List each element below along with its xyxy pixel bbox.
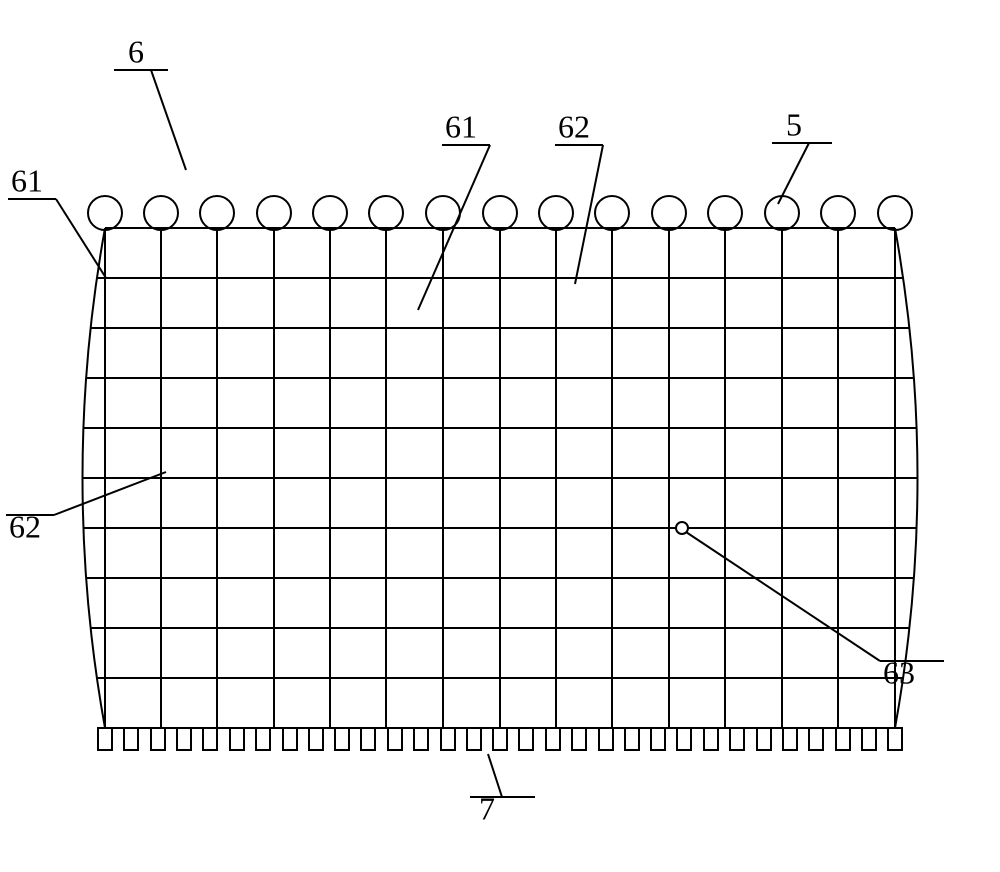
svg-text:61: 61: [11, 162, 43, 198]
svg-text:5: 5: [786, 106, 802, 142]
engineering-diagram: 6 61 61 62 62 5 63 7: [0, 0, 1000, 872]
svg-text:62: 62: [558, 108, 590, 144]
svg-text:63: 63: [883, 654, 915, 690]
svg-text:7: 7: [479, 790, 495, 826]
svg-text:61: 61: [445, 108, 477, 144]
svg-text:6: 6: [128, 33, 144, 69]
svg-text:62: 62: [9, 508, 41, 544]
